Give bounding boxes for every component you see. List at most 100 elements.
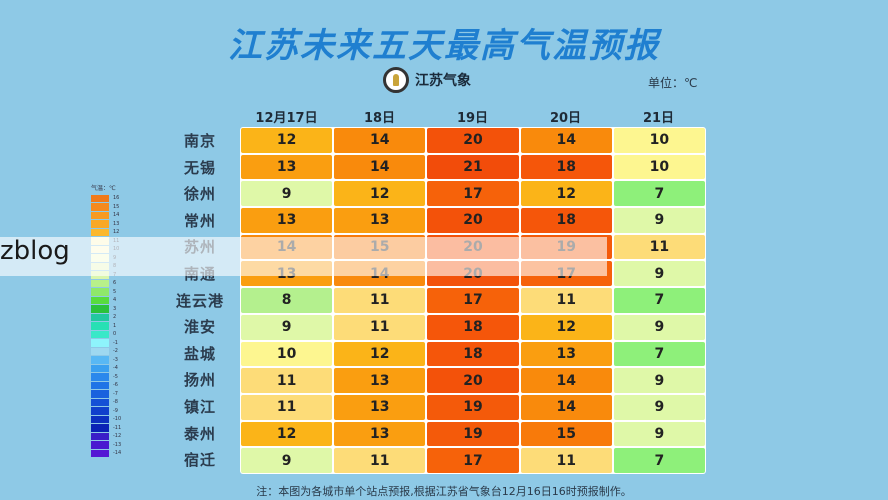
legend-label: -13 bbox=[113, 441, 122, 448]
legend-label: 5 bbox=[113, 288, 117, 295]
temperature-cell: 11 bbox=[334, 314, 426, 340]
legend-swatch bbox=[91, 296, 109, 304]
legend-swatch bbox=[91, 407, 109, 415]
legend-item: -13 bbox=[91, 441, 121, 450]
row-label: 南京 bbox=[183, 132, 216, 150]
temperature-cell: 13 bbox=[334, 368, 426, 393]
legend-item: -6 bbox=[91, 381, 121, 390]
legend-swatch bbox=[91, 194, 109, 202]
temperature-cell: 11 bbox=[241, 368, 333, 393]
legend-swatch bbox=[91, 203, 109, 211]
temperature-cell: 13 bbox=[334, 394, 426, 420]
legend-label: -6 bbox=[113, 382, 118, 389]
row-label: 镇江 bbox=[183, 397, 216, 416]
temperature-cell: 18 bbox=[427, 314, 519, 340]
column-headers: 12月17日 18日 19日 20日 21日 bbox=[240, 107, 705, 126]
legend-item: -12 bbox=[91, 432, 121, 441]
temperature-cell: 12 bbox=[241, 128, 333, 153]
legend-item: 15 bbox=[91, 203, 121, 212]
legend-item: -14 bbox=[91, 449, 121, 458]
temperature-cell: 11 bbox=[334, 288, 426, 313]
row-label: 扬州 bbox=[183, 371, 216, 390]
legend-swatch bbox=[91, 339, 109, 347]
temperature-cell: 17 bbox=[427, 288, 519, 313]
legend-swatch bbox=[91, 211, 109, 219]
legend-label: 12 bbox=[113, 229, 120, 236]
temperature-cell: 7 bbox=[613, 181, 705, 207]
legend-item: -4 bbox=[91, 364, 121, 373]
temperature-cell: 20 bbox=[427, 208, 519, 233]
temperature-cell: 9 bbox=[613, 394, 705, 420]
temperature-cell: 12 bbox=[241, 421, 333, 447]
legend-item: -1 bbox=[91, 339, 121, 348]
row-label: 连云港 bbox=[175, 291, 224, 310]
temperature-cell: 10 bbox=[613, 128, 705, 153]
unit-label: 单位：℃ bbox=[648, 76, 698, 90]
temperature-cell: 9 bbox=[613, 368, 705, 393]
temperature-cell: 12 bbox=[334, 181, 426, 207]
legend-label: -3 bbox=[113, 356, 118, 363]
temperature-cell: 17 bbox=[427, 181, 519, 207]
brand-logo-icon bbox=[383, 67, 409, 93]
temperature-cell: 13 bbox=[334, 421, 426, 447]
temperature-cell: 17 bbox=[427, 448, 519, 473]
legend-label: -14 bbox=[113, 450, 122, 457]
legend-swatch bbox=[91, 432, 109, 440]
temperature-cell: 10 bbox=[613, 154, 705, 180]
legend-item: -3 bbox=[91, 356, 121, 365]
temperature-cell: 12 bbox=[520, 181, 612, 207]
row-label: 淮安 bbox=[183, 318, 216, 337]
brand: 江苏气象 bbox=[383, 67, 471, 93]
legend-label: -5 bbox=[113, 373, 118, 380]
temperature-cell: 12 bbox=[520, 314, 612, 340]
temperature-cell: 19 bbox=[427, 394, 519, 420]
legend-swatch bbox=[91, 330, 109, 338]
legend-swatch bbox=[91, 220, 109, 228]
temperature-cell: 14 bbox=[520, 368, 612, 393]
watermark-overlay bbox=[0, 237, 607, 276]
legend-item: 4 bbox=[91, 296, 121, 305]
temperature-cell: 14 bbox=[334, 154, 426, 180]
legend-swatch bbox=[91, 398, 109, 406]
legend-items: 161514131211109876543210-1-2-3-4-5-6-7-8… bbox=[91, 194, 121, 458]
temperature-cell: 7 bbox=[613, 288, 705, 313]
temperature-cell: 9 bbox=[613, 261, 705, 287]
row-label: 宿迁 bbox=[183, 451, 216, 470]
row-labels: 南京无锡徐州常州苏州南通连云港淮安盐城扬州镇江泰州宿迁 bbox=[165, 128, 235, 474]
legend-item: 13 bbox=[91, 220, 121, 229]
legend-label: -9 bbox=[113, 407, 118, 414]
legend-label: 0 bbox=[113, 331, 117, 338]
legend-label: 4 bbox=[113, 297, 117, 304]
temperature-cell: 18 bbox=[520, 208, 612, 233]
legend-label: -4 bbox=[113, 365, 118, 372]
temperature-cell: 12 bbox=[334, 341, 426, 367]
temperature-cell: 18 bbox=[427, 341, 519, 367]
legend-label: -7 bbox=[113, 390, 118, 397]
temperature-cell: 13 bbox=[520, 341, 612, 367]
legend-swatch bbox=[91, 415, 109, 423]
watermark-text: zblog bbox=[0, 236, 70, 266]
temperature-cell: 10 bbox=[241, 341, 333, 367]
column-header: 18日 bbox=[363, 111, 396, 126]
legend-label: 3 bbox=[113, 305, 117, 312]
legend-swatch bbox=[91, 381, 109, 389]
temperature-cell: 11 bbox=[613, 234, 705, 260]
footnote: 注：本图为各城市单个站点预报,根据江苏省气象台12月16日16时预报制作。 bbox=[256, 485, 632, 498]
temperature-cell: 20 bbox=[427, 128, 519, 153]
legend-item: 1 bbox=[91, 322, 121, 331]
legend-item: -8 bbox=[91, 398, 121, 407]
legend-label: 14 bbox=[113, 212, 120, 219]
legend-item: 6 bbox=[91, 279, 121, 288]
temperature-cell: 20 bbox=[427, 368, 519, 393]
temperature-cell: 11 bbox=[334, 448, 426, 473]
color-legend: 气温：℃ 161514131211109876543210-1-2-3-4-5-… bbox=[91, 183, 121, 458]
legend-label: 6 bbox=[113, 280, 117, 287]
legend-label: -2 bbox=[113, 348, 118, 355]
legend-swatch bbox=[91, 288, 109, 296]
temperature-cell: 9 bbox=[241, 314, 333, 340]
temperature-cell: 9 bbox=[241, 448, 333, 473]
temperature-cell: 7 bbox=[613, 341, 705, 367]
temperature-cell: 18 bbox=[520, 154, 612, 180]
row-label: 泰州 bbox=[183, 424, 216, 443]
temperature-cell: 11 bbox=[520, 448, 612, 473]
